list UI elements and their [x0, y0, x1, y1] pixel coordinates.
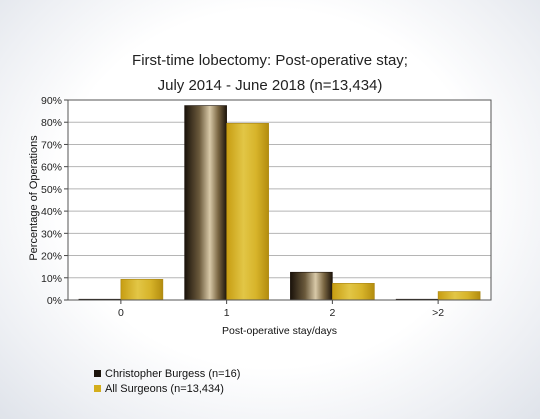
bar-series-2-cat-3	[437, 291, 481, 301]
plot-area	[68, 100, 491, 300]
y-tick-label: 70%	[41, 139, 62, 151]
chart-title-line1: First-time lobectomy: Post-operative sta…	[132, 52, 408, 69]
bar-series-1-cat-1	[184, 105, 227, 301]
y-tick-label: 60%	[41, 162, 62, 174]
x-tick-label: 0	[118, 307, 124, 319]
legend-label-series-2: All Surgeons (n=13,434)	[105, 382, 224, 395]
legend-item-series-2: All Surgeons (n=13,434)	[94, 381, 240, 396]
y-tick-label: 20%	[41, 251, 62, 263]
y-tick-label: 0%	[47, 295, 62, 307]
y-tick-label: 30%	[41, 228, 62, 240]
plot-border	[67, 99, 492, 301]
bar-series-2-cat-1	[226, 123, 269, 301]
chart-title-line2: July 2014 - June 2018 (n=13,434)	[157, 77, 383, 94]
legend-label-series-1: Christopher Burgess (n=16)	[105, 367, 241, 380]
bar-series-2-cat-0	[120, 279, 164, 301]
x-tick-label: >2	[432, 307, 444, 319]
legend-swatch-series-1	[94, 370, 101, 377]
legend-swatch-series-2	[94, 385, 101, 392]
y-tick-label: 40%	[41, 206, 62, 218]
y-tick-label: 80%	[41, 117, 62, 129]
x-tick-label: 2	[329, 307, 335, 319]
y-tick-label: 50%	[41, 184, 62, 196]
x-axis-label: Post-operative stay/days	[222, 325, 337, 337]
bar-series-1-cat-2	[290, 271, 333, 301]
bar-series-2-cat-2	[332, 283, 375, 301]
y-tick-label: 10%	[41, 273, 62, 285]
legend-item-series-1: Christopher Burgess (n=16)	[94, 366, 240, 381]
y-tick-label: 90%	[41, 95, 62, 107]
bar-chart: 0% 10% 20% 30% 40% 50% 60% 70% 80% 90% 0 1 2 >2 Post-o…	[28, 95, 492, 337]
x-tick-label: 1	[224, 307, 230, 319]
legend: Christopher Burgess (n=16) All Surgeons …	[94, 366, 240, 396]
y-axis-label: Percentage of Operations	[28, 135, 40, 261]
